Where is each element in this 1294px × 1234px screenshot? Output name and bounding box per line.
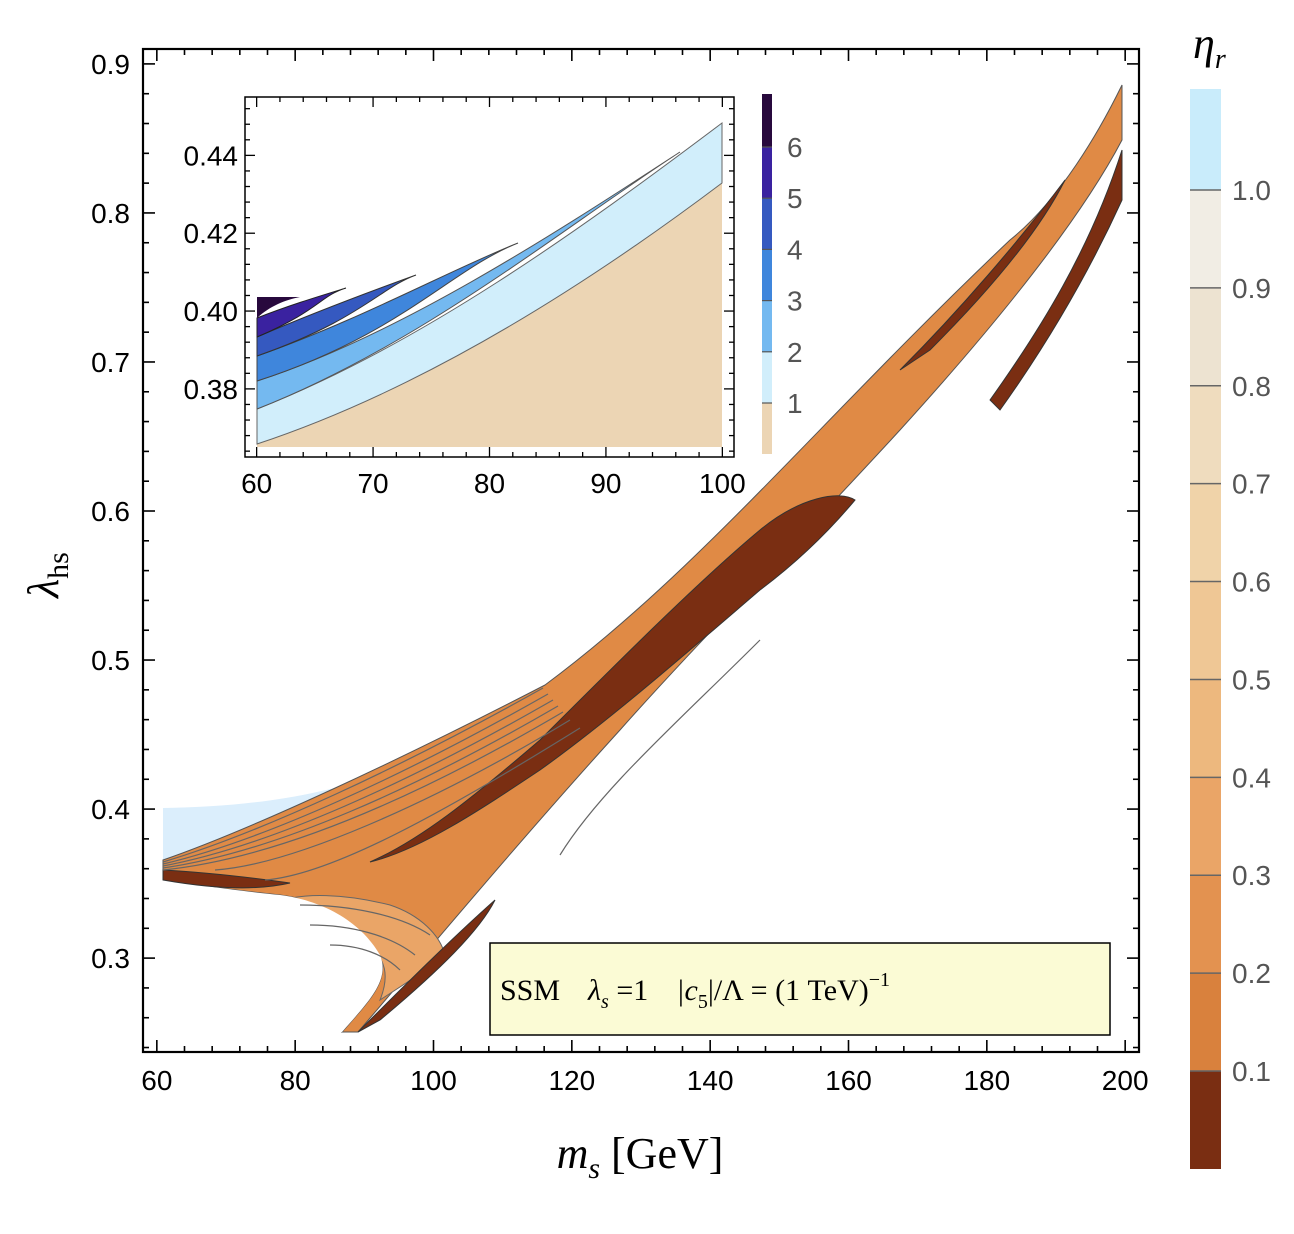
inset-y-tick-label: 0.42 [184,218,239,249]
inset-x-tick-label: 90 [590,468,621,499]
main-colorbar-segment [1190,973,1221,1071]
main-colorbar-segment [1190,190,1221,288]
inset-colorbar-label: 2 [787,337,803,368]
inset-colorbar-label: 1 [787,388,803,419]
inset-colorbar-segment [762,351,772,403]
inset-x-tick-label: 60 [241,468,272,499]
main-colorbar-segment [1190,581,1221,680]
inset-y-axis: 0.38 0.40 0.42 0.44 [184,108,734,452]
main-x-tick-label: 100 [410,1065,457,1096]
main-plot-frame [141,47,1141,1054]
main-colorbar-segment [1190,1071,1221,1169]
main-colorbar-segment [1190,679,1221,778]
main-y-tick-label: 0.9 [91,49,130,80]
inset-region-eta-below-1 [257,183,722,447]
main-x-tick-label: 120 [548,1065,595,1096]
inset-x-tick-label: 70 [357,468,388,499]
inset-colorbar: 1 2 3 4 5 6 [762,94,803,454]
main-colorbar-label: 0.8 [1232,371,1271,402]
main-region-excluded [143,880,383,1032]
main-y-tick-label: 0.5 [91,645,130,676]
main-annotation-box: SSM λs =1 |c5|/Λ = (1 TeV)−1 [489,942,1111,1036]
main-y-tick-label: 0.6 [91,496,130,527]
main-x-tick-label: 60 [141,1065,172,1096]
main-colorbar-label: 1.0 [1232,175,1271,206]
inset-plot: 60 70 80 90 100 0.38 0.40 0.42 0.44 [184,96,746,499]
inset-colorbar-label: 6 [787,132,803,163]
inset-colorbar-label: 4 [787,234,803,265]
main-region-dark-2 [369,495,856,863]
main-region-eta-above-1 [163,685,545,860]
main-colorbar-label: 0.9 [1232,273,1271,304]
main-colorbar-title: ηr [1193,19,1226,75]
main-y-axis-title: λhs [19,552,75,600]
inset-region-eta-4-5 [256,274,417,357]
inset-colorbar-segment [762,147,772,199]
main-colorbar-label: 0.6 [1232,567,1271,598]
main-x-tick-label: 200 [1102,1065,1149,1096]
main-annotation-text: SSM λs =1 |c5|/Λ = (1 TeV)−1 [500,969,890,1013]
inset-y-tick-label: 0.40 [184,296,239,327]
main-colorbar-label: 0.4 [1232,762,1271,793]
main-y-tick-label: 0.4 [91,794,130,825]
main-y-tick-label: 0.3 [91,943,130,974]
main-colorbar-label: 0.3 [1232,860,1271,891]
main-y-axis: 0.3 0.4 0.5 0.6 0.7 0.8 0.9 [91,49,1139,1049]
main-y-tick-label: 0.8 [91,198,130,229]
main-contour-lines [162,639,761,971]
main-region-dark-4 [899,179,1066,371]
inset-x-axis: 60 70 80 90 100 [241,97,746,499]
main-colorbar-segment [1190,385,1221,484]
main-x-tick-label: 140 [687,1065,734,1096]
inset-colorbar-segment [762,403,772,454]
inset-region-eta-1-2 [256,121,723,445]
inset-colorbar-label: 5 [787,183,803,214]
main-x-axis: 60 80 100 120 140 160 180 200 [141,49,1149,1096]
inset-colorbar-label: 3 [787,286,803,317]
inset-x-tick-label: 80 [474,468,505,499]
inset-region-eta-above-6 [257,297,300,318]
main-colorbar-label: 0.1 [1232,1056,1271,1087]
main-region-dark-3 [357,899,496,1033]
main-region-dark-1 [162,869,291,889]
main-colorbar-label: 0.2 [1232,958,1271,989]
inset-region-eta-2-3 [256,151,681,410]
main-colorbar-segment [1190,777,1221,876]
main-colorbar-label: 0.7 [1232,469,1271,500]
main-colorbar-segment [1190,287,1221,386]
main-x-axis-title: ms [GeV] [557,1129,724,1185]
main-colorbar-label: 0.5 [1232,664,1271,695]
main-x-tick-label: 180 [963,1065,1010,1096]
inset-colorbar-segment [762,198,772,250]
inset-region-eta-3-4 [256,242,519,382]
main-colorbar-segment [1190,89,1221,190]
inset-x-tick-label: 100 [699,468,746,499]
main-colorbar-segment [1190,483,1221,582]
main-y-tick-label: 0.7 [91,347,130,378]
main-colorbar: ηr 0.1 0.2 0.3 0.4 0.5 0.6 0.7 0.8 0.9 1.0 [1190,19,1271,1169]
inset-region-eta-5-6 [256,287,347,338]
inset-colorbar-segment [762,300,772,352]
inset-y-tick-label: 0.38 [184,374,239,405]
main-x-tick-label: 160 [825,1065,872,1096]
main-x-tick-label: 80 [280,1065,311,1096]
inset-colorbar-segment [762,94,772,147]
main-region-dark-5 [989,149,1123,411]
inset-colorbar-segment [762,249,772,301]
inset-y-tick-label: 0.44 [184,140,239,171]
main-colorbar-segment [1190,875,1221,974]
